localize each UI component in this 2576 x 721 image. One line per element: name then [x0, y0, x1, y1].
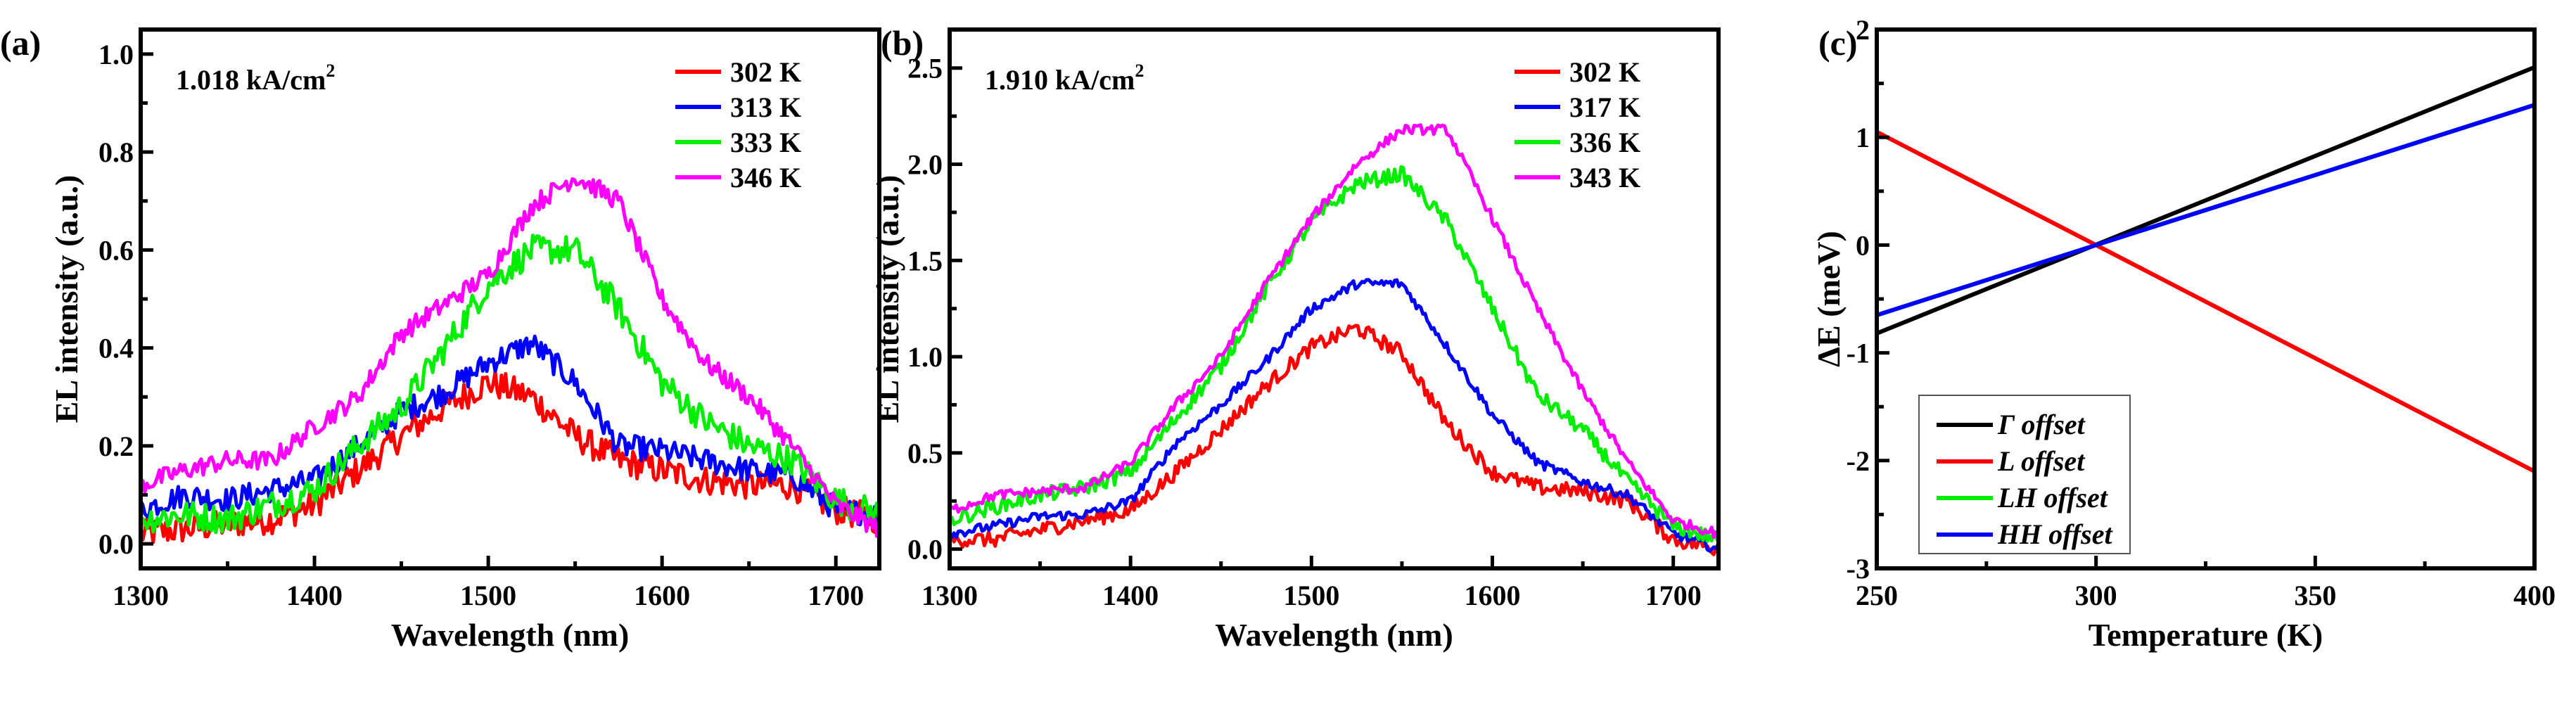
legend-label: 317 K [1569, 91, 1640, 123]
y-tick-label: 1.0 [98, 39, 134, 70]
series-line-l-offset [1877, 129, 2534, 473]
x-tick-label: 1400 [1102, 580, 1159, 611]
y-tick-label: 0.4 [98, 333, 134, 364]
y-tick-label: -3 [1847, 553, 1870, 585]
x-tick-label: 1600 [1465, 580, 1521, 611]
legend-label: 343 K [1569, 162, 1640, 193]
panel-a: 1300 1400 1500 1600 1700 0.0 0.2 0.4 0.6 0.8 1.0 Wa… [0, 23, 881, 653]
annotation-text: 1.910 kA/cm [985, 64, 1135, 96]
y-tick-label: 0.0 [98, 528, 134, 560]
y-tick-label: 0.5 [907, 438, 943, 469]
series-line-333-k [141, 234, 879, 535]
legend-label: 313 K [730, 91, 801, 123]
y-tick-label: 0.8 [98, 136, 134, 168]
current-density-annotation: 1.910 kA/cm2 [985, 60, 1144, 96]
x-axis-title: Temperature (K) [2089, 617, 2323, 653]
x-tick-label: 400 [2513, 580, 2556, 611]
y-tick-label: 0.2 [98, 430, 134, 462]
y-axis-title: ΔE (meV) [1811, 231, 1847, 367]
x-tick-label: 1300 [922, 580, 978, 611]
legend-label: 302 K [730, 56, 801, 88]
x-tick-label: 300 [2075, 580, 2117, 611]
y-tick-label: 2.5 [907, 53, 943, 84]
x-axis-title: Wavelength (nm) [1215, 617, 1453, 653]
x-tick-label: 1300 [113, 580, 169, 611]
legend-label: Γ offset [1997, 409, 2086, 440]
annotation-superscript: 2 [326, 60, 335, 81]
x-tick-label: 1700 [1645, 580, 1702, 611]
y-tick-label: 0.6 [98, 234, 134, 266]
series-line-302-k [950, 324, 1719, 556]
panel-label: (b) [881, 23, 924, 63]
y-tick-label: -1 [1847, 338, 1870, 369]
x-tick-label: 250 [1856, 580, 1898, 611]
plot-frame [948, 27, 1721, 570]
x-tick-label: 1600 [634, 580, 690, 611]
y-axis-title: EL intensity (a.u.) [49, 175, 84, 423]
y-axis-title: EL intensity (a.u.) [869, 175, 905, 423]
y-tick-label: 2 [1856, 14, 1870, 46]
panel-label: (c) [1818, 23, 1858, 63]
legend-label: 346 K [730, 162, 801, 193]
legend: Γ offset L offset LH offset HH offset [1918, 395, 2131, 554]
y-tick-label: 1.0 [907, 341, 943, 373]
y-tick-label: -2 [1847, 445, 1870, 477]
legend-label: 336 K [1569, 127, 1640, 158]
current-density-annotation: 1.018 kA/cm2 [176, 60, 335, 96]
annotation-superscript: 2 [1135, 60, 1144, 81]
panel-label: (a) [0, 23, 41, 63]
series-line-hh-offset [1877, 103, 2534, 317]
x-axis-title: Wavelength (nm) [391, 617, 630, 653]
y-tick-label: 0.0 [907, 534, 943, 566]
x-tick-label: 350 [2294, 580, 2336, 611]
series-line-302-k [141, 370, 879, 544]
series-line-336-k [950, 165, 1719, 543]
x-tick-label: 1700 [808, 580, 864, 611]
legend-label: HH offset [1997, 518, 2113, 550]
series-line-γ-offset [1877, 65, 2534, 336]
series-line-346-k [141, 177, 879, 538]
y-tick-label: 0 [1856, 229, 1870, 261]
series-line-343-k [950, 123, 1719, 539]
y-tick-label: 2.0 [907, 149, 943, 181]
series-line-313-k [141, 334, 879, 527]
y-tick-label: 1.5 [907, 245, 943, 276]
legend-label: LH offset [1997, 482, 2109, 513]
series-group [1877, 65, 2534, 473]
series-group [950, 123, 1719, 556]
panel-b: 1300 1400 1500 1600 1700 0.0 0.5 1.0 1.5 2.0 2.5 Wa… [869, 23, 1721, 653]
legend-box [1918, 395, 2131, 554]
x-tick-label: 1500 [1283, 580, 1339, 611]
annotation-text: 1.018 kA/cm [176, 64, 326, 96]
x-tick-label: 1400 [286, 580, 343, 611]
panel-c: 250 300 350 400 -3 -2 -1 0 1 2 Temperature (K) ΔE (… [1811, 14, 2556, 653]
legend-label: 333 K [730, 127, 801, 158]
series-line-317-k [950, 278, 1719, 553]
y-tick-label: 1 [1856, 122, 1870, 153]
x-tick-label: 1500 [460, 580, 516, 611]
legend-label: L offset [1997, 445, 2086, 477]
legend-label: 302 K [1569, 56, 1640, 88]
series-group [141, 177, 879, 544]
